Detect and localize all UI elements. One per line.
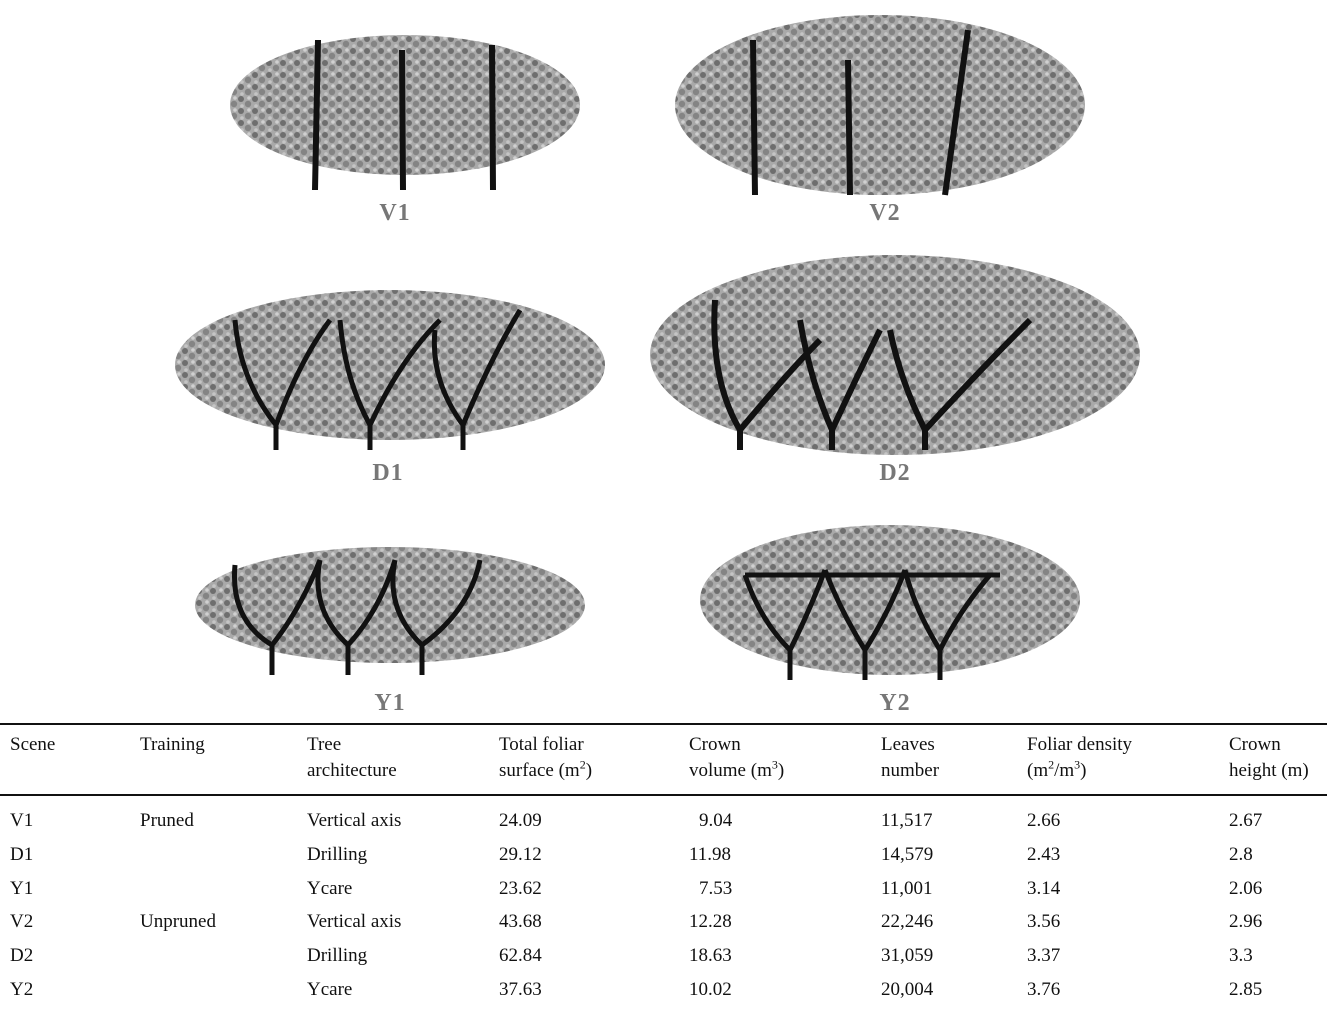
table-cell: V1: [10, 810, 34, 831]
header-text: Crown: [689, 734, 741, 755]
table-cell: 2.66: [1027, 810, 1061, 831]
header-text: ): [585, 760, 593, 781]
table-cell: 20,004: [881, 979, 934, 1000]
table-cell: Y2: [10, 979, 34, 1000]
header-text: Training: [140, 734, 205, 755]
table-cell: Y1: [10, 877, 34, 899]
header-cell: Crown volume (m3): [689, 732, 784, 784]
header-text: Leaves: [881, 734, 935, 755]
header-text: surface (m: [499, 760, 580, 781]
table-cell: Drilling: [307, 843, 368, 865]
header-text: number: [881, 760, 940, 781]
table-cell: D2: [10, 945, 34, 967]
header-text: Scene: [10, 734, 56, 755]
superscript: 2: [579, 757, 586, 772]
panel-label: V1: [379, 200, 411, 226]
table-cell: Drilling: [307, 945, 368, 967]
table-cell: 11,001: [881, 877, 933, 899]
header-text: ): [777, 760, 785, 781]
header-text: ): [1080, 760, 1087, 781]
header-text: Foliar density: [1027, 734, 1133, 755]
header-cell: Tree architecture: [307, 732, 397, 784]
table-cell: 2.06: [1229, 877, 1263, 899]
table-cell: D1: [10, 843, 34, 865]
table-cell: Pruned: [140, 810, 194, 831]
header-text: Tree: [307, 734, 342, 755]
panel-label: Y2: [879, 690, 911, 716]
header-text: (m: [1027, 760, 1049, 781]
table-cell: 11.98: [689, 843, 732, 865]
table-header-rule: [0, 794, 1327, 796]
header-text: Crown: [1229, 734, 1281, 755]
header-text: volume (m: [689, 760, 772, 781]
tree-y1: [195, 547, 585, 675]
table-cell: 2.43: [1027, 843, 1061, 865]
table-cell: 31,059: [881, 945, 934, 967]
table-cell: Ycare: [307, 877, 353, 899]
table-cell: 22,246: [881, 911, 934, 933]
table-cell: 9.04: [699, 810, 733, 831]
table-cell: Unpruned: [140, 911, 216, 933]
table-cell: 37.63: [499, 979, 542, 1000]
tree-y2: [700, 525, 1080, 680]
table-cell: 3.37: [1027, 945, 1061, 967]
header-text: /m: [1054, 760, 1075, 781]
tree-v1: [230, 35, 580, 191]
table-cell: 43.68: [499, 911, 542, 933]
table-cell: 12.28: [689, 911, 732, 933]
superscript: 2: [1048, 757, 1055, 772]
superscript: 3: [1074, 757, 1081, 772]
table-cell: 23.62: [499, 877, 542, 899]
table-cell: 10.02: [689, 979, 732, 1000]
header-text: architecture: [307, 760, 397, 781]
table-cell: Ycare: [307, 979, 353, 1000]
tree-d2: [650, 255, 1140, 455]
table-cell: 3.3: [1229, 945, 1253, 967]
header-cell: Total foliar surface (m2): [499, 732, 592, 784]
table-cell: 2.67: [1229, 810, 1263, 831]
superscript: 3: [771, 757, 778, 772]
header-cell: Scene: [10, 732, 55, 758]
table-cell: V2: [10, 911, 34, 933]
table-cell: 2.85: [1229, 979, 1263, 1000]
panel-label: D1: [372, 460, 404, 486]
header-cell: Leaves number: [881, 732, 939, 784]
table-cell: 24.09: [499, 810, 542, 831]
table-cell: 3.14: [1027, 877, 1061, 899]
tree-d1: [175, 290, 605, 450]
table-cell: 18.63: [689, 945, 732, 967]
panel-label: Y1: [374, 690, 406, 716]
header-text: height (m): [1229, 760, 1309, 781]
panel-label: V2: [869, 200, 901, 226]
header-cell: Training: [140, 732, 205, 758]
table-cell: Vertical axis: [307, 810, 402, 831]
table-cell: 3.76: [1027, 979, 1061, 1000]
table-cell: 29.12: [499, 843, 542, 865]
table-cell: 11,517: [881, 810, 933, 831]
table-cell: 14,579: [881, 843, 934, 865]
tree-figure: [175, 15, 1140, 680]
table-cell: 2.96: [1229, 911, 1263, 933]
tree-v2: [675, 15, 1085, 196]
table-cell: 7.53: [699, 877, 733, 899]
table-cell: 2.8: [1229, 843, 1253, 865]
table-top-rule: [0, 723, 1327, 725]
table-cell: Vertical axis: [307, 911, 402, 933]
table-cell: 3.56: [1027, 911, 1061, 933]
table-cell: 62.84: [499, 945, 542, 967]
header-cell: Crown height (m): [1229, 732, 1309, 784]
header-cell: Foliar density (m2/m3): [1027, 732, 1132, 784]
panel-label: D2: [879, 460, 911, 486]
header-text: Total foliar: [499, 734, 584, 755]
